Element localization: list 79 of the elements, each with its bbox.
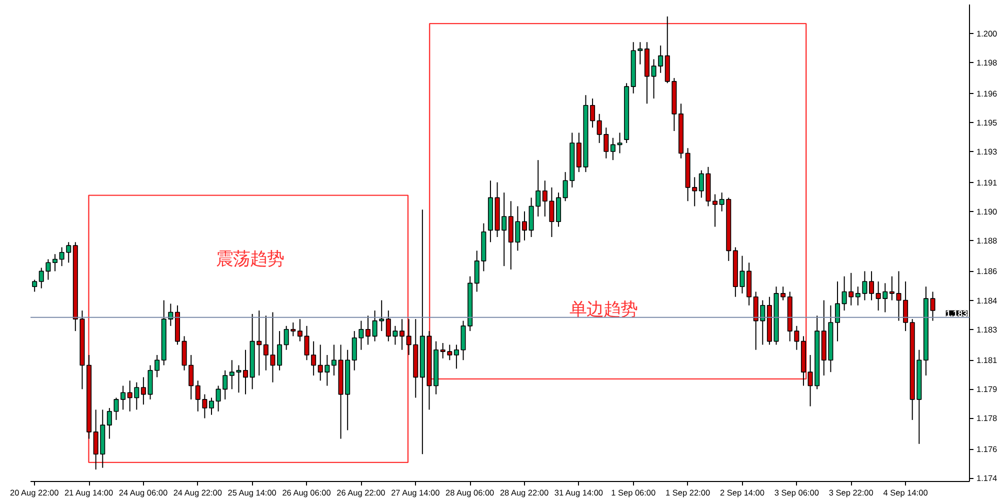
candlestick bbox=[590, 98, 596, 128]
candlestick bbox=[712, 194, 718, 228]
ref-line-label: 1.183 bbox=[946, 308, 968, 318]
y-tick-label: 1.178 bbox=[976, 414, 998, 424]
y-tick-label: 1.198 bbox=[976, 58, 998, 68]
y-tick-label: 1.191 bbox=[976, 178, 998, 188]
y-tick-label: 1.188 bbox=[976, 236, 998, 246]
candlestick bbox=[889, 276, 894, 301]
x-tick-label: 24 Aug 22:00 bbox=[173, 488, 222, 498]
candlestick bbox=[596, 113, 602, 144]
y-tick-label: 1.196 bbox=[976, 89, 998, 98]
candlestick bbox=[154, 354, 160, 378]
y-tick-label: 1.195 bbox=[976, 118, 998, 128]
candlestick bbox=[692, 176, 698, 207]
candlestick bbox=[365, 315, 371, 346]
candlestick bbox=[610, 137, 616, 161]
y-tick-label: 1.190 bbox=[976, 207, 998, 216]
x-tick-label: 25 Aug 14:00 bbox=[228, 488, 277, 498]
candlestick bbox=[440, 342, 446, 359]
x-tick-label: 21 Aug 14:00 bbox=[64, 488, 114, 498]
candlestick bbox=[855, 286, 860, 306]
candlestick bbox=[658, 45, 664, 74]
x-tick-label: 28 Aug 22:00 bbox=[500, 488, 549, 498]
annotation: 震荡趋势 bbox=[216, 250, 284, 270]
candlestick bbox=[604, 127, 609, 159]
candlestick bbox=[311, 340, 316, 376]
x-tick-label: 3 Sep 22:00 bbox=[828, 488, 874, 498]
x-tick-label: 28 Aug 06:00 bbox=[446, 488, 495, 498]
y-tick-label: 1.186 bbox=[976, 267, 998, 276]
candlestick bbox=[331, 344, 336, 376]
y-tick-label: 1.179 bbox=[976, 385, 998, 394]
candlestick bbox=[208, 397, 214, 416]
candlestick bbox=[447, 344, 452, 361]
y-tick-label: 1.181 bbox=[976, 356, 998, 366]
candlestick bbox=[522, 210, 528, 241]
candlestick bbox=[59, 246, 64, 267]
x-tick-label: 2 Sep 14:00 bbox=[720, 488, 765, 498]
candlestick bbox=[277, 330, 282, 371]
y-tick-label: 1.184 bbox=[976, 296, 998, 306]
candlestick bbox=[869, 270, 874, 301]
candlestick bbox=[556, 192, 562, 228]
candlestick bbox=[903, 280, 908, 332]
x-tick-label: 4 Sep 14:00 bbox=[883, 488, 928, 498]
candlestick bbox=[120, 385, 126, 410]
x-tick-label: 27 Aug 14:00 bbox=[391, 488, 440, 498]
x-tick-label: 1 Sep 06:00 bbox=[611, 488, 656, 498]
candlestick bbox=[52, 254, 58, 272]
y-tick-label: 1.183 bbox=[976, 325, 998, 334]
candlestick bbox=[638, 42, 643, 65]
x-tick-label: 26 Aug 06:00 bbox=[282, 488, 332, 498]
annotation: 单边趋势 bbox=[569, 300, 638, 320]
candlestick bbox=[270, 312, 276, 383]
candlestick bbox=[562, 172, 568, 202]
y-tick-label: 1.193 bbox=[976, 148, 998, 157]
y-tick-label: 1.176 bbox=[976, 445, 998, 454]
candlestick bbox=[32, 279, 38, 292]
x-tick-label: 1 Sep 22:00 bbox=[666, 488, 710, 498]
candlestick bbox=[66, 242, 72, 264]
x-tick-label: 20 Aug 22:00 bbox=[10, 488, 60, 498]
candlestick bbox=[474, 250, 480, 292]
y-tick-label: 1.200 bbox=[976, 30, 998, 39]
candlestick bbox=[794, 325, 800, 350]
x-tick-label: 24 Aug 06:00 bbox=[118, 488, 168, 498]
candlestick bbox=[400, 318, 405, 350]
candlestick bbox=[202, 394, 208, 419]
candlestick bbox=[862, 270, 868, 301]
y-tick-label: 1.174 bbox=[976, 474, 998, 484]
candlestick bbox=[617, 132, 622, 154]
candlestick bbox=[243, 349, 248, 395]
candlestick bbox=[236, 364, 242, 394]
x-tick-label: 3 Sep 06:00 bbox=[774, 488, 820, 498]
x-tick-label: 26 Aug 22:00 bbox=[336, 488, 386, 498]
candlestick bbox=[195, 380, 200, 412]
candlestick bbox=[229, 360, 234, 390]
x-tick-label: 31 Aug 14:00 bbox=[554, 488, 604, 498]
candlestick bbox=[834, 280, 840, 342]
candlestick bbox=[263, 315, 268, 371]
candlestick bbox=[651, 58, 656, 100]
candlestick bbox=[896, 270, 902, 322]
